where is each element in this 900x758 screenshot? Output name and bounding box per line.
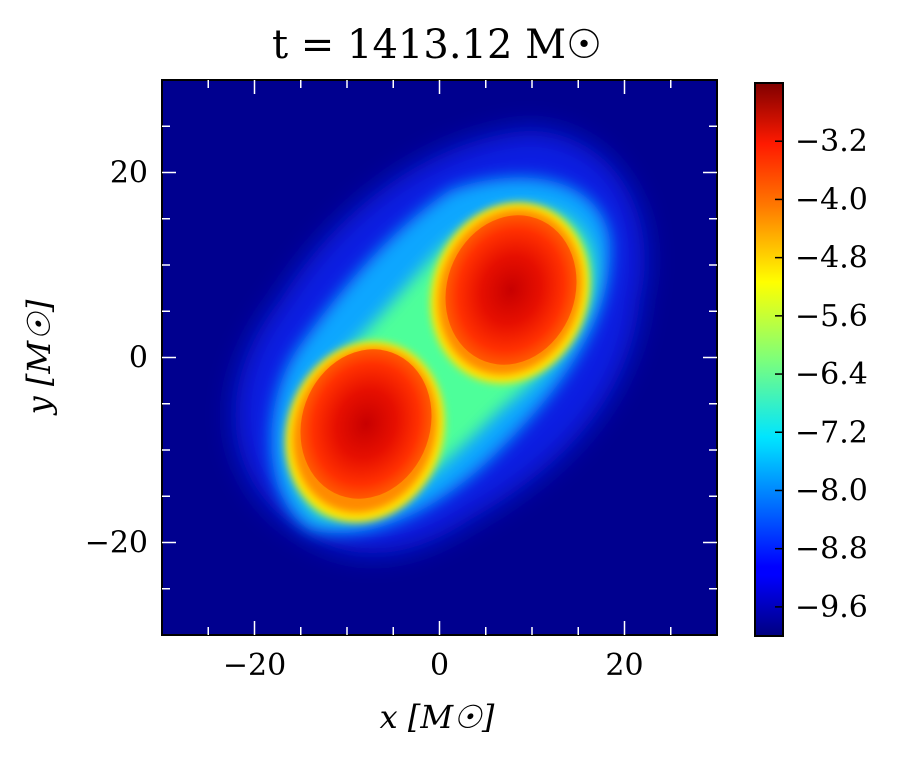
x-tick-label: 0 — [430, 648, 449, 683]
core-left — [300, 349, 432, 499]
y-tick-label: 0 — [129, 341, 148, 376]
colorbar-tick-label: −7.2 — [795, 415, 868, 450]
x-tick-label: −20 — [223, 648, 286, 683]
colorbar-tick-label: −8.0 — [795, 473, 868, 508]
x-tick-label: 20 — [605, 648, 643, 683]
y-tick-label: 20 — [110, 156, 148, 191]
colorbar — [754, 82, 784, 637]
y-axis-label: y [M☉] — [20, 299, 58, 416]
heatmap-area — [162, 80, 717, 635]
colorbar-tick-label: −4.8 — [795, 241, 868, 276]
colorbar-ticks: −3.2 −4.0 −4.8 −5.6 −6.4 −7.2 −8.0 −8.8 −9.6 — [775, 124, 868, 625]
chart-title: t = 1413.12 M☉ — [272, 22, 602, 68]
colorbar-tick-label: −5.6 — [795, 299, 868, 334]
colorbar-tick-label: −8.8 — [795, 532, 868, 567]
x-axis-label: x [M☉] — [380, 698, 495, 736]
colorbar-tick-label: −6.4 — [795, 357, 868, 392]
axes: −20 0 20 −20 0 20 — [85, 80, 717, 683]
core-right — [445, 215, 577, 365]
colorbar-tick-label: −4.0 — [795, 182, 868, 217]
colorbar-tick-label: −9.6 — [795, 590, 868, 625]
y-tick-label: −20 — [85, 526, 148, 561]
colorbar-tick-label: −3.2 — [795, 124, 868, 159]
